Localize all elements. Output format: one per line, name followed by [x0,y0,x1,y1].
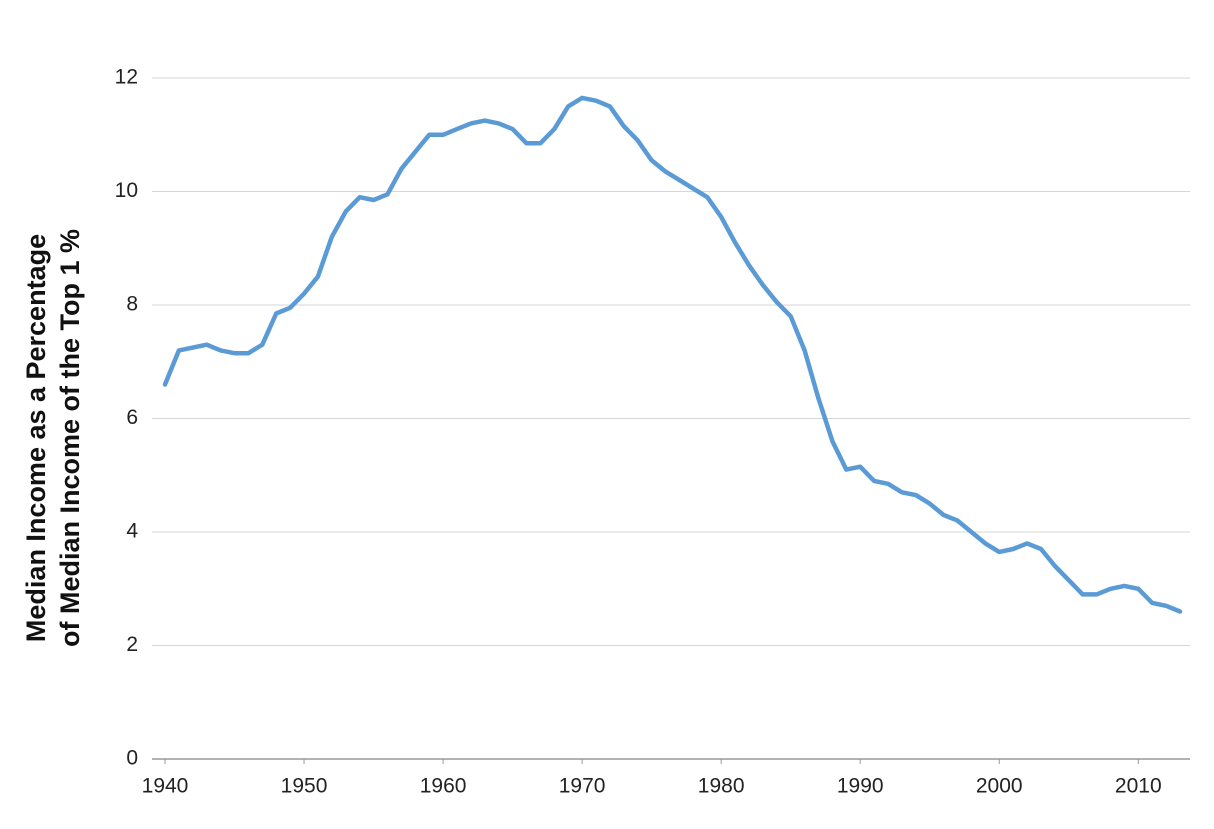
y-tick-label: 8 [126,293,138,316]
x-tick-label: 1950 [281,775,328,798]
y-tick-label: 10 [115,179,138,202]
y-axis-title-line: of Median Income of the Top 1 % [55,229,85,647]
y-tick-label: 6 [126,406,138,429]
x-tick-label: 1940 [142,775,189,798]
data-line [162,95,1183,614]
x-tick-label: 2010 [1115,775,1162,798]
x-tick-label: 1960 [420,775,467,798]
x-tick-label: 1970 [559,775,606,798]
x-tick-label: 1990 [837,775,884,798]
y-tick-label: 4 [126,520,138,543]
y-tick-label: 0 [126,747,138,770]
x-tick-label: 1980 [698,775,745,798]
x-tick-label: 2000 [976,775,1023,798]
y-tick-label: 2 [126,633,138,656]
y-tick-label: 12 [115,66,138,89]
y-axis-title-line: Median Income as a Percentage [21,234,51,642]
y-axis-title: Median Income as a Percentage of Median … [21,229,85,647]
